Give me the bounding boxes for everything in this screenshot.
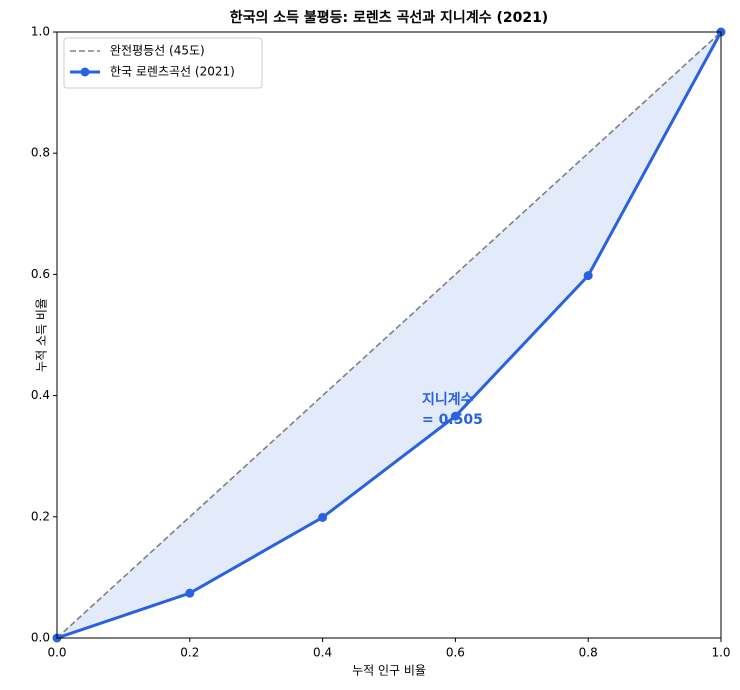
chart-title: 한국의 소득 불평등: 로렌츠 곡선과 지니계수 (2021) — [230, 9, 548, 26]
x-axis-label: 누적 인구 비율 — [352, 664, 426, 678]
legend-label: 완전평등선 (45도) — [110, 44, 205, 58]
legend-box — [63, 37, 263, 89]
y-tick-label: 0.4 — [31, 388, 50, 402]
plot-frame — [56, 31, 722, 639]
x-tick-label: 0.0 — [47, 646, 66, 660]
series-line — [56, 31, 722, 639]
legend-label: 한국 로렌츠곡선 (2021) — [110, 65, 235, 79]
x-tick-label: 1.0 — [711, 646, 730, 660]
point — [450, 411, 460, 421]
point — [583, 271, 593, 281]
x-tick-label: 0.2 — [180, 646, 199, 660]
y-tick-label: 0.2 — [31, 509, 50, 523]
y-tick-label: 0.6 — [31, 267, 50, 281]
point — [185, 588, 195, 598]
x-tick-label: 0.4 — [313, 646, 332, 660]
y-axis-label: 누적 소득 비율 — [35, 298, 49, 372]
x-tick-label: 0.8 — [579, 646, 598, 660]
series-line — [56, 31, 723, 640]
point — [318, 512, 328, 522]
x-tick-label: 0.6 — [446, 646, 465, 660]
annotation: = 0.505 — [422, 412, 483, 428]
area-fill — [57, 32, 721, 638]
legend-marker — [80, 67, 90, 77]
y-tick-label: 0.0 — [31, 631, 50, 645]
y-tick-label: 1.0 — [31, 25, 50, 39]
annotation: 지니계수 — [422, 392, 474, 408]
y-tick-label: 0.8 — [31, 146, 50, 160]
